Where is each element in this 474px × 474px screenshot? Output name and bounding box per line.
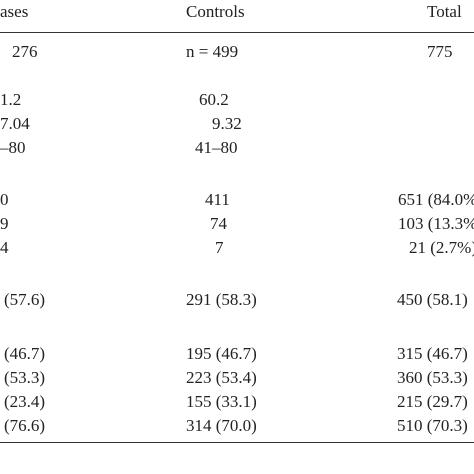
table-cell: 103 (13.3% (398, 214, 474, 233)
table-cell: 291 (58.3) (186, 290, 257, 309)
table-cell: (76.6) (4, 416, 46, 435)
table-cell: 74 (210, 214, 227, 233)
table-cell: 195 (46.7) (186, 344, 257, 363)
header-cell: Total (427, 2, 462, 21)
table-cell: 0 (0, 190, 9, 209)
bottom-rule (0, 442, 474, 443)
table-cell: 510 (70.3) (397, 416, 468, 435)
table-cell: (53.3) (4, 368, 46, 387)
table-cell: 360 (53.3) (397, 368, 468, 387)
table-cell: 155 (33.1) (186, 392, 257, 411)
table-cell: n = 499 (186, 42, 239, 61)
table-cell: 775 (427, 42, 453, 61)
table-cell: (23.4) (4, 392, 46, 411)
table-cell: 314 (70.0) (186, 416, 257, 435)
table-cell: 223 (53.4) (186, 368, 257, 387)
table-cell: 21 (2.7%) (409, 238, 474, 257)
header-rule (0, 32, 474, 33)
header-cell: ases (0, 2, 29, 21)
table-cell: 1.2 (0, 90, 22, 109)
table-cell: 4 (0, 238, 9, 257)
table-cell: –80 (0, 138, 26, 157)
table-cell: 9.32 (212, 114, 242, 133)
table-cell: 276 (12, 42, 38, 61)
header-cell: Controls (186, 2, 245, 21)
table-cell: 9 (0, 214, 9, 233)
table-cell: 315 (46.7) (397, 344, 468, 363)
table-cell: 215 (29.7) (397, 392, 468, 411)
table-cell: (57.6) (4, 290, 46, 309)
table-cell: 41–80 (195, 138, 238, 157)
table-cell: 411 (205, 190, 230, 209)
table-cell: 60.2 (199, 90, 229, 109)
table-cell: (46.7) (4, 344, 46, 363)
table-cell: 7.04 (0, 114, 30, 133)
table-cell: 450 (58.1) (397, 290, 468, 309)
table-cell: 651 (84.0% (398, 190, 474, 209)
table-cell: 7 (215, 238, 224, 257)
